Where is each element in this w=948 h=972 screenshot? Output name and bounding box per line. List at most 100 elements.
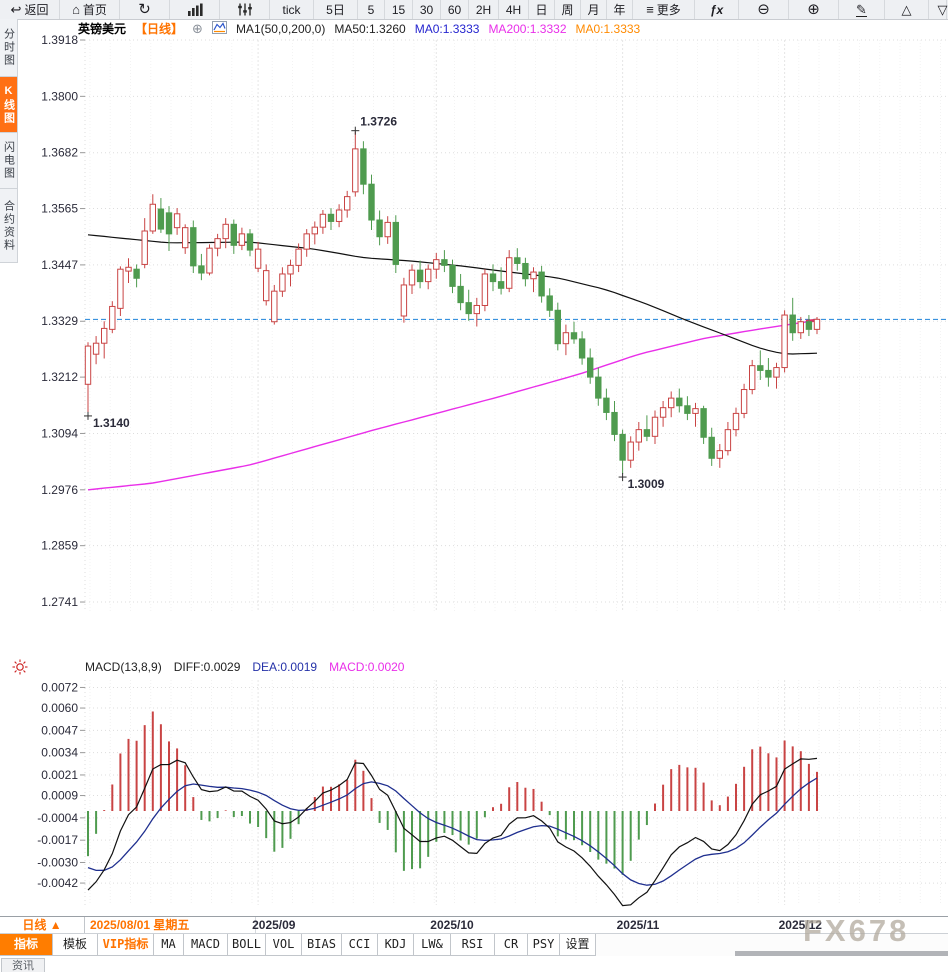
tab-BIAS[interactable]: BIAS [302, 934, 342, 956]
start-date-label: 2025/08/01 星期五 [85, 917, 256, 933]
tab-MACD[interactable]: MACD [184, 934, 228, 956]
svg-text:0.0021: 0.0021 [41, 768, 78, 782]
toolbar-zoom-out-button[interactable]: ⊖ [739, 0, 789, 19]
svg-text:0.0047: 0.0047 [41, 723, 78, 737]
toolbar-back-button[interactable]: ↩ 返回 [0, 0, 60, 19]
home-icon: ⌂ [72, 2, 80, 17]
toolbar: ↩ 返回 ⌂ 首页 ↻ tick 5日 5 15 30 60 2H 4H 日周月年 ≡ 更多 ƒx ⊖ ⊕ ✎ △ ▽ [0, 0, 948, 20]
grid-layer [80, 39, 948, 905]
toolbar-interval-tick[interactable]: tick [270, 0, 314, 19]
pencil-icon: ✎ [856, 1, 867, 17]
tab-指标[interactable]: 指标 [0, 934, 53, 956]
svg-text:1.2741: 1.2741 [41, 595, 78, 609]
toolbar-interval-5d[interactable]: 5日 [314, 0, 358, 19]
toolbar-shape-button[interactable]: △ [885, 0, 929, 19]
toolbar-formula-button[interactable]: ƒx [695, 0, 739, 19]
horizontal-scrollbar[interactable] [735, 951, 948, 956]
refresh-icon: ↻ [138, 1, 151, 18]
xaxis-strip: 日线 ▲ 2025/08/01 星期五 2025/09 2025/10 2025/1… [0, 916, 948, 934]
bar-chart-icon [187, 3, 203, 16]
indicator-tab-strip: 指标 模板 VIP指标 MA MACD BOLL VOL BIAS CCI KDJ LW& RSI CR… [0, 933, 948, 956]
chart-area[interactable]: 1.3918 1.3800 1.3682 1.3565 1.3447 1.3329 1.32… [18, 19, 948, 916]
svg-text:1.2976: 1.2976 [41, 483, 78, 497]
svg-text:1.3009: 1.3009 [628, 477, 665, 491]
menu-icon: ≡ [646, 2, 654, 17]
sidebar-item-4[interactable]: 合约资料 [0, 189, 18, 263]
svg-text:-0.0004: -0.0004 [37, 811, 78, 825]
axis-labels: 1.3918 1.3800 1.3682 1.3565 1.3447 1.3329 1.32… [37, 33, 78, 890]
candles-layer [84, 131, 821, 475]
svg-text:1.3682: 1.3682 [41, 146, 78, 160]
svg-text:-0.0042: -0.0042 [37, 876, 78, 890]
svg-text:0.0072: 0.0072 [41, 680, 78, 694]
toolbar-interval-2h[interactable]: 2H [469, 0, 499, 19]
svg-text:1.3329: 1.3329 [41, 314, 78, 328]
tab-VOL[interactable]: VOL [266, 934, 302, 956]
svg-text:1.3447: 1.3447 [41, 258, 78, 272]
toolbar-chart-type-button[interactable] [170, 0, 220, 19]
xaxis-label-2025/11: 2025/11 [616, 918, 660, 932]
toolbar-interval-day[interactable]: 日 [529, 0, 555, 19]
zoom-out-icon: ⊖ [757, 1, 770, 18]
toolbar-indicator-params-button[interactable] [220, 0, 270, 19]
toolbar-clipped-button[interactable]: ▽ [929, 0, 948, 19]
toolbar-interval-week[interactable]: 周 [555, 0, 581, 19]
toolbar-more-button[interactable]: ≡ 更多 [633, 0, 695, 19]
svg-text:1.3800: 1.3800 [41, 89, 78, 103]
period-selector[interactable]: 日线 ▲ [0, 917, 85, 933]
svg-text:1.3094: 1.3094 [41, 426, 78, 440]
toolbar-draw-button[interactable]: ✎ [839, 0, 885, 19]
sliders-icon [237, 3, 252, 16]
toolbar-interval-15m[interactable]: 15 [385, 0, 413, 19]
svg-text:1.3918: 1.3918 [41, 33, 78, 47]
toolbar-interval-60m[interactable]: 60 [441, 0, 469, 19]
sidebar-item-1[interactable]: 分时图 [0, 19, 18, 77]
candlestick-chart: 1.3918 1.3800 1.3682 1.3565 1.3447 1.3329 1.32… [37, 33, 948, 907]
sidebar-item-2[interactable]: K线图 [0, 77, 18, 133]
tab-VIP指标[interactable]: VIP指标 [98, 934, 154, 956]
svg-text:1.2859: 1.2859 [41, 539, 78, 553]
toolbar-interval-4h[interactable]: 4H [499, 0, 529, 19]
price-annotations: 1.3726 1.3140 1.3009 [84, 113, 666, 493]
svg-text:-0.0017: -0.0017 [37, 833, 78, 847]
svg-text:0.0060: 0.0060 [41, 701, 78, 715]
formula-icon: ƒx [709, 2, 724, 17]
tab-MA[interactable]: MA [154, 934, 184, 956]
toolbar-home-button[interactable]: ⌂ 首页 [60, 0, 120, 19]
clipped-shape-icon: ▽ [937, 2, 948, 17]
tab-CR[interactable]: CR [495, 934, 528, 956]
svg-text:1.3140: 1.3140 [93, 416, 130, 430]
toolbar-interval-year[interactable]: 年 [607, 0, 633, 19]
tab-设置[interactable]: 设置 [560, 934, 596, 956]
toolbar-interval-month[interactable]: 月 [581, 0, 607, 19]
tab-KDJ[interactable]: KDJ [378, 934, 414, 956]
toolbar-zoom-in-button[interactable]: ⊕ [789, 0, 839, 19]
macd-layer [87, 711, 818, 907]
back-icon: ↩ [10, 2, 22, 17]
toolbar-interval-30m[interactable]: 30 [413, 0, 441, 19]
tab-CCI[interactable]: CCI [342, 934, 378, 956]
tab-模板[interactable]: 模板 [53, 934, 98, 956]
tab-PSY[interactable]: PSY [528, 934, 560, 956]
svg-text:1.3212: 1.3212 [41, 370, 78, 384]
zoom-in-icon: ⊕ [807, 1, 820, 18]
toolbar-interval-5m[interactable]: 5 [358, 0, 385, 19]
triangle-icon: △ [901, 2, 912, 17]
svg-text:-0.0030: -0.0030 [37, 855, 78, 869]
toolbar-refresh-button[interactable]: ↻ [120, 0, 170, 19]
xaxis-label-2025/12: 2025/12 [778, 918, 822, 932]
sidebar: 分时图 K线图 闪电图 合约资料 [0, 19, 18, 263]
sidebar-item-3[interactable]: 闪电图 [0, 133, 18, 189]
tab-BOLL[interactable]: BOLL [228, 934, 266, 956]
tab-RSI[interactable]: RSI [451, 934, 495, 956]
tab-LW&[interactable]: LW& [414, 934, 451, 956]
svg-text:0.0009: 0.0009 [41, 789, 78, 803]
svg-text:1.3565: 1.3565 [41, 202, 78, 216]
svg-text:1.3726: 1.3726 [360, 115, 397, 129]
indicator-settings-icon[interactable] [11, 658, 29, 676]
xaxis-label-2025/09: 2025/09 [252, 918, 296, 932]
news-partial-label[interactable]: 资讯 [1, 958, 45, 972]
xaxis-label-2025/10: 2025/10 [430, 918, 474, 932]
svg-text:0.0034: 0.0034 [41, 746, 78, 760]
